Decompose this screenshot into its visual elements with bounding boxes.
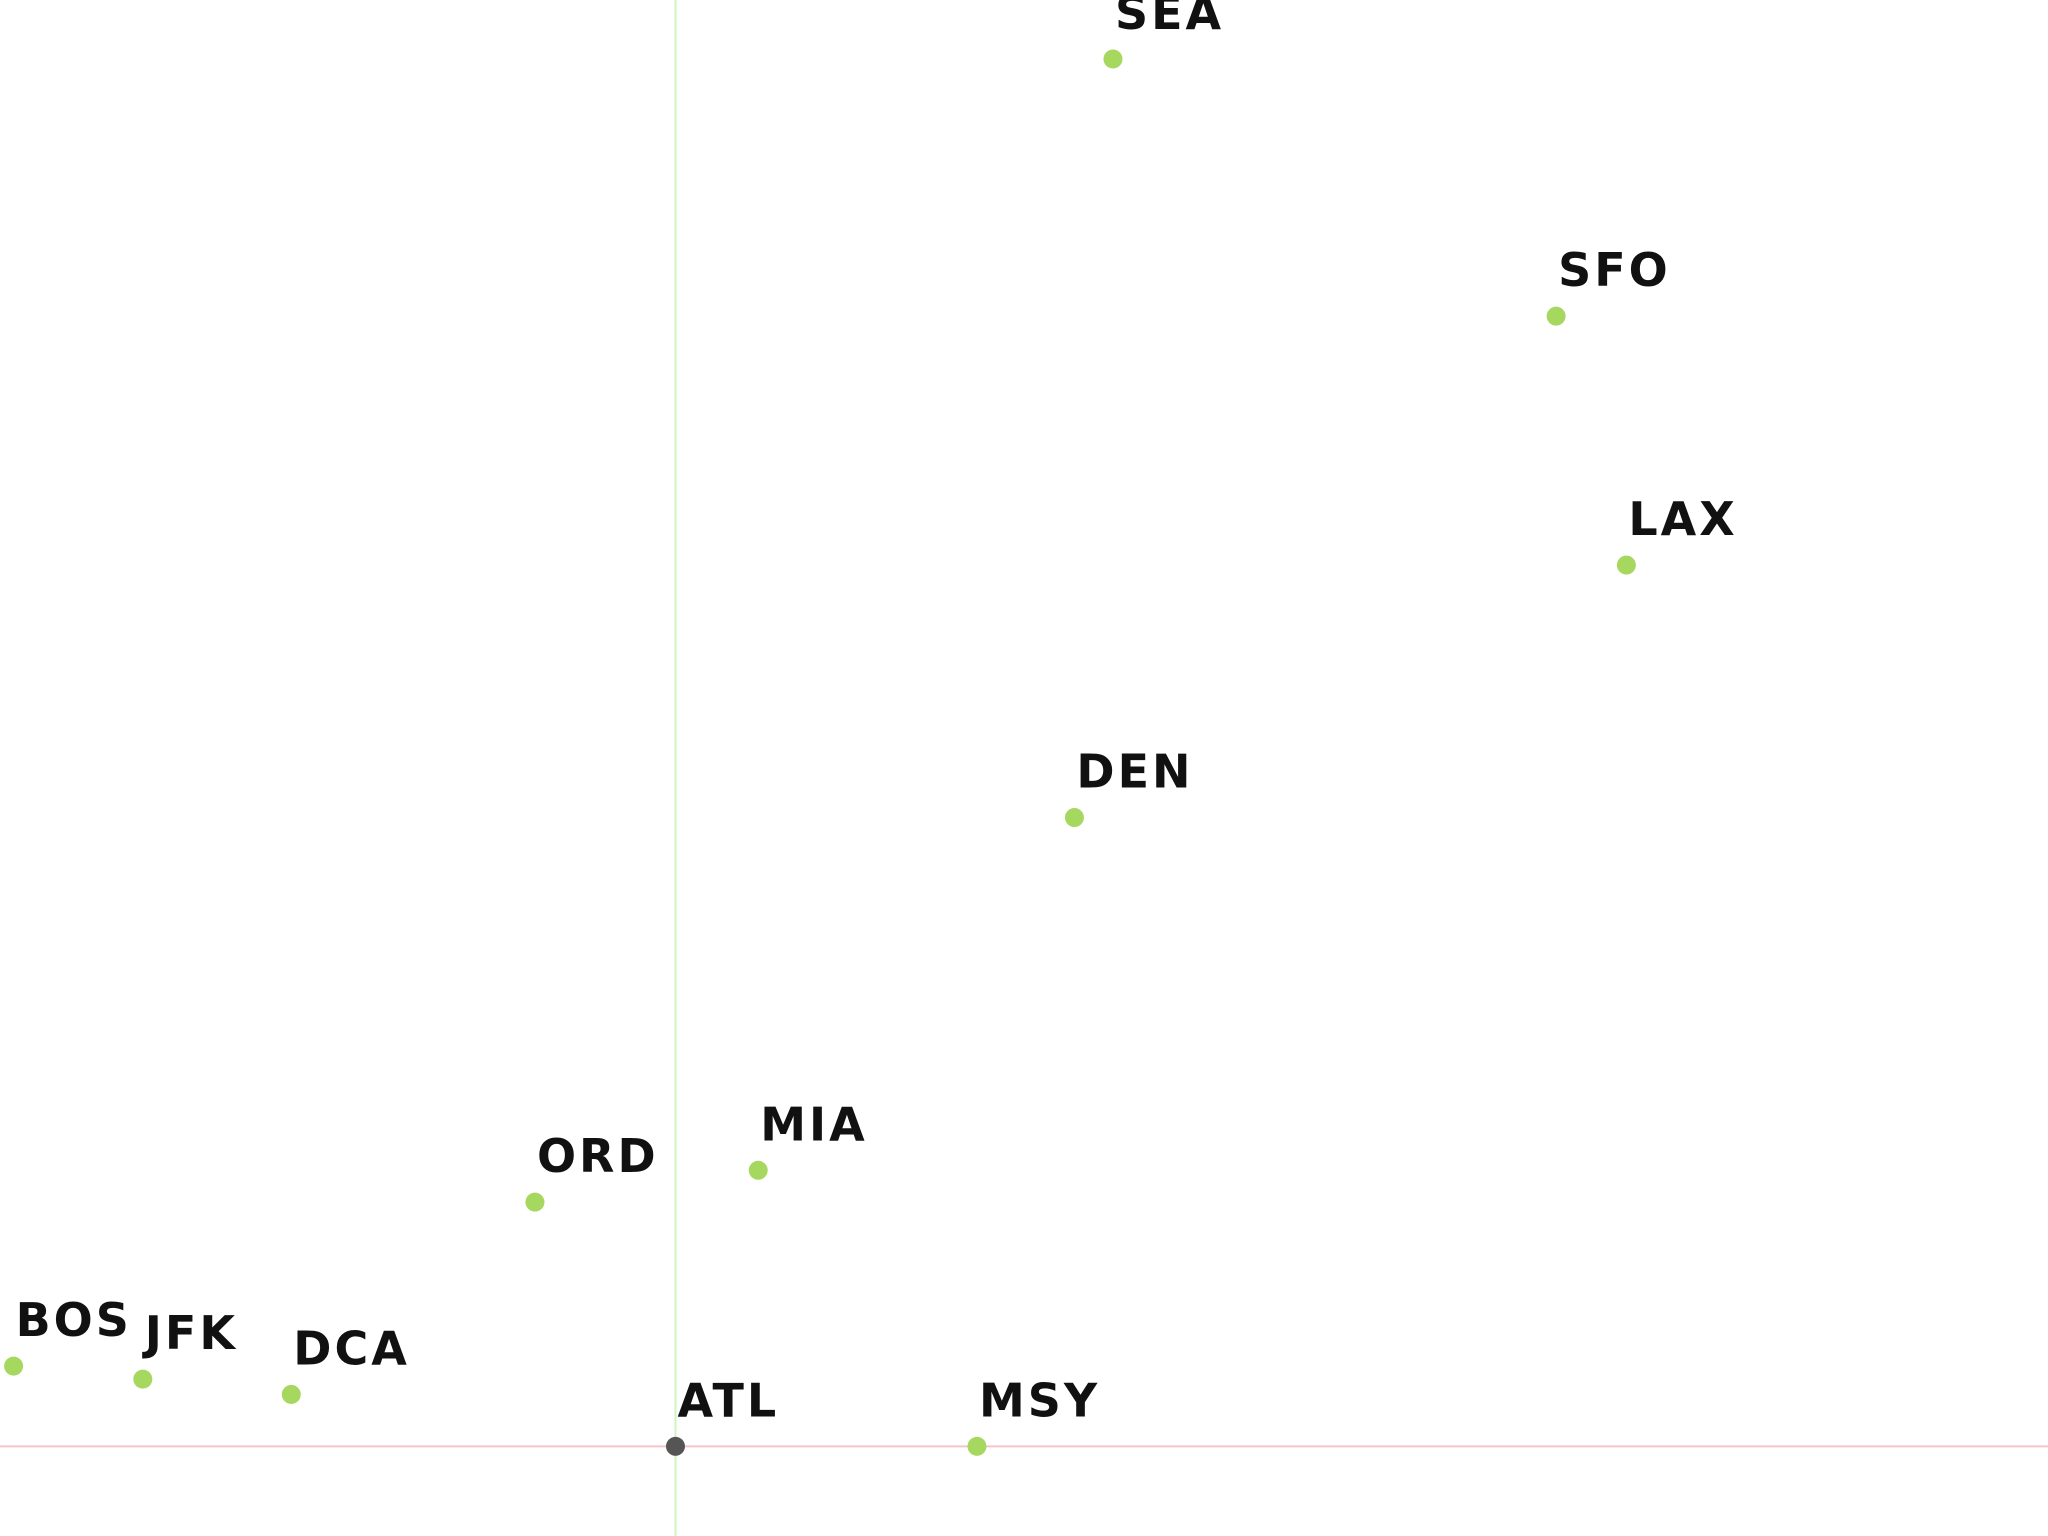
point-ord [525, 1192, 545, 1212]
points-layer [4, 49, 1636, 1456]
label-msy: MSY [979, 1373, 1100, 1427]
label-sea: SEA [1115, 0, 1224, 40]
label-lax: LAX [1628, 492, 1737, 546]
label-den: DEN [1076, 745, 1193, 799]
point-msy [967, 1436, 987, 1456]
label-jfk: JFK [142, 1306, 238, 1360]
label-sfo: SFO [1558, 243, 1671, 297]
point-jfk [133, 1369, 153, 1389]
label-ord: ORD [537, 1129, 659, 1183]
label-bos: BOS [16, 1293, 132, 1347]
point-mia [748, 1160, 768, 1180]
point-sfo [1546, 306, 1566, 326]
point-bos [4, 1356, 24, 1376]
label-mia: MIA [760, 1097, 868, 1151]
point-den [1064, 808, 1084, 828]
point-lax [1616, 555, 1636, 575]
point-sea [1103, 49, 1123, 69]
label-dca: DCA [293, 1321, 410, 1375]
point-atl [665, 1436, 685, 1456]
label-atl: ATL [677, 1373, 779, 1427]
point-dca [281, 1384, 301, 1404]
labels-layer: SEA SFO LAX DEN MIA ORD BOS JFK DCA ATL MSY [16, 0, 1737, 1427]
